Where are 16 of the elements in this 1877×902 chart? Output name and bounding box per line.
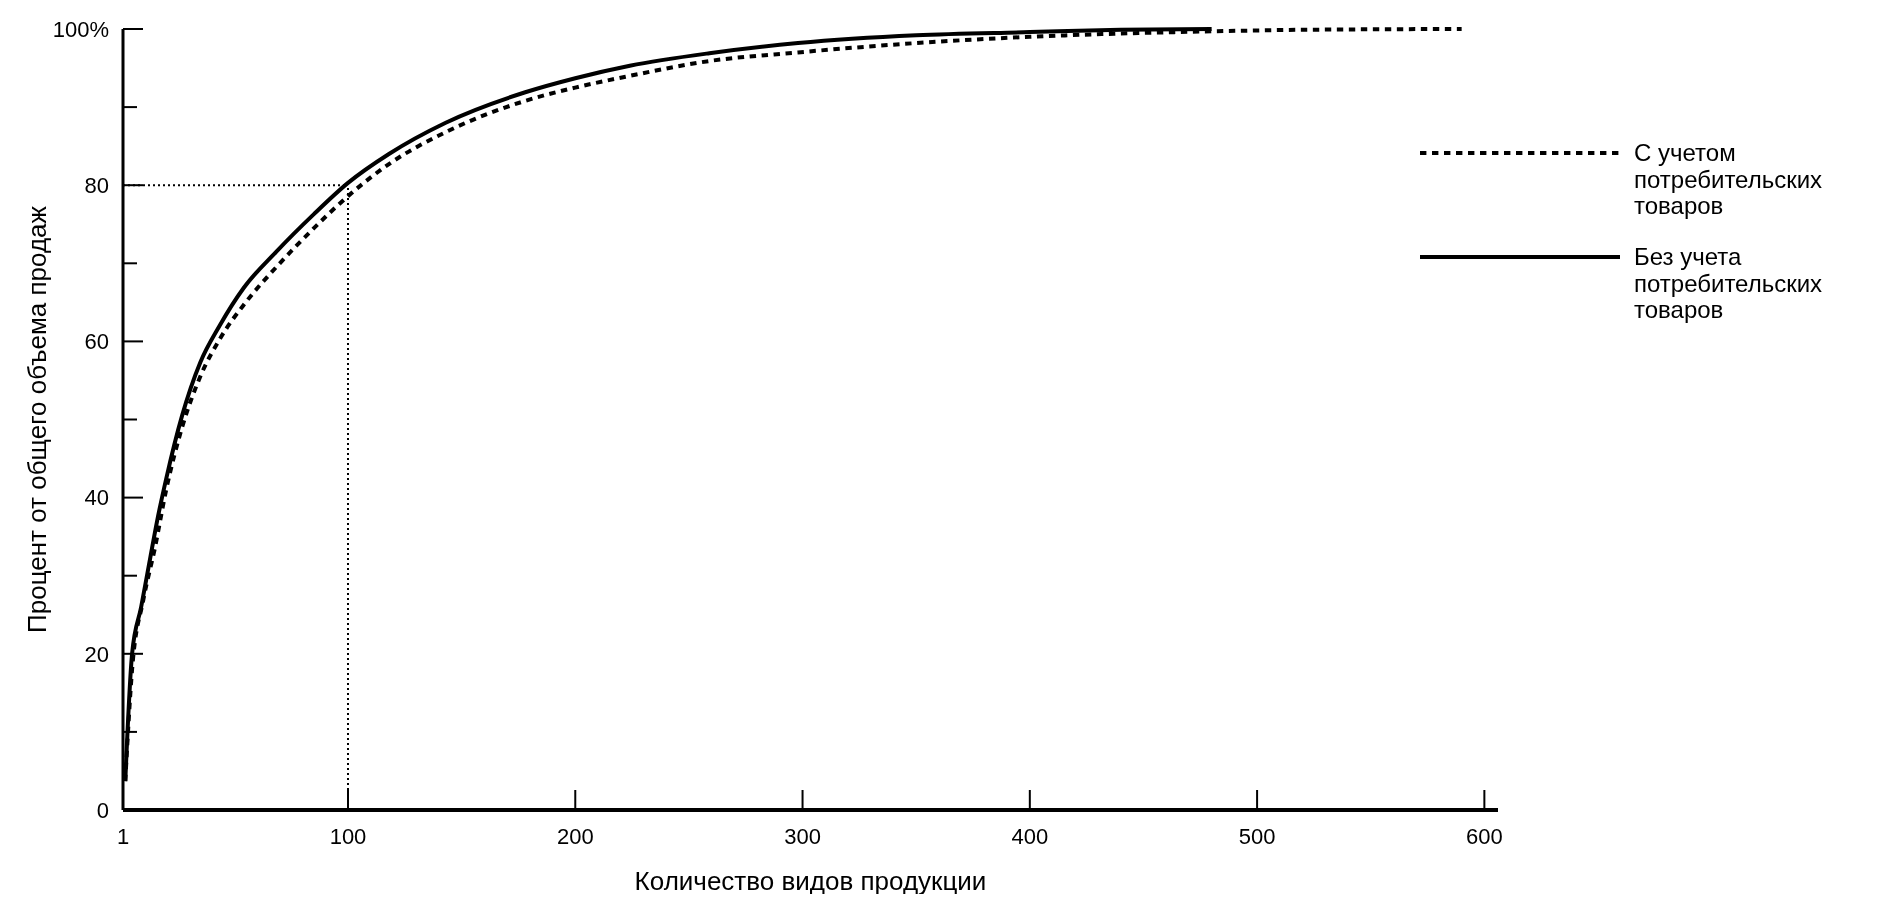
x-tick-label: 100 [329,824,367,849]
text: С учетом потребительских товаров [1634,139,1823,220]
y-tick-label: 40 [84,485,109,511]
x-tick-label: 1 [116,824,130,849]
x-tick-label: 300 [784,824,821,849]
y-axis-title: Процент от общего объема продаж [22,205,52,633]
y-tick-label: 80 [84,172,109,198]
y-tick-label: 100% [52,16,109,42]
x-tick-label: 500 [1238,824,1276,849]
y-tick-label: 20 [84,641,109,667]
x-tick-label: 600 [1466,824,1503,849]
y-tick-label: 60 [84,329,109,355]
y-tick-label: 0 [96,797,109,823]
x-tick-label: 400 [1011,824,1049,849]
text: Без учета потребительских товаров [1634,243,1823,324]
x-tick-label: 200 [556,824,594,849]
